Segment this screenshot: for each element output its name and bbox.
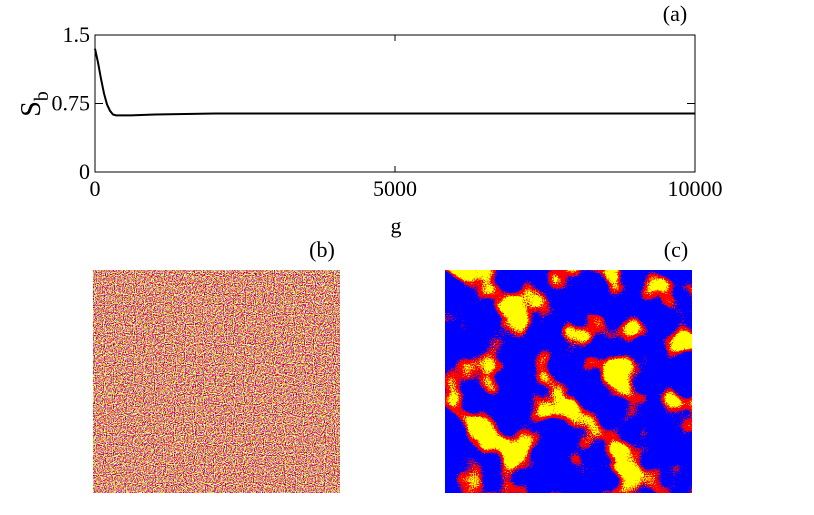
panel-label: (c) xyxy=(664,237,688,262)
y-axis-label-sub: b xyxy=(31,91,53,101)
panel-label: (b) xyxy=(309,237,335,262)
x-tick-label: 10000 xyxy=(668,176,723,201)
plot-frame xyxy=(94,34,696,173)
x-tick-label: 5000 xyxy=(373,176,417,201)
x-axis-label: g xyxy=(391,213,402,238)
snapshot-spirals xyxy=(445,270,692,493)
y-tick-label: 0.75 xyxy=(52,91,91,116)
snapshot-random xyxy=(93,270,340,493)
y-tick-label: 1.5 xyxy=(63,22,91,47)
y-axis-label: Sb xyxy=(16,91,53,117)
x-tick-label: 0 xyxy=(90,176,101,201)
panel-label: (a) xyxy=(663,1,687,26)
y-axis-label-main: S xyxy=(16,101,47,117)
data-line xyxy=(94,48,695,117)
y-tick-label: 0 xyxy=(79,159,90,184)
